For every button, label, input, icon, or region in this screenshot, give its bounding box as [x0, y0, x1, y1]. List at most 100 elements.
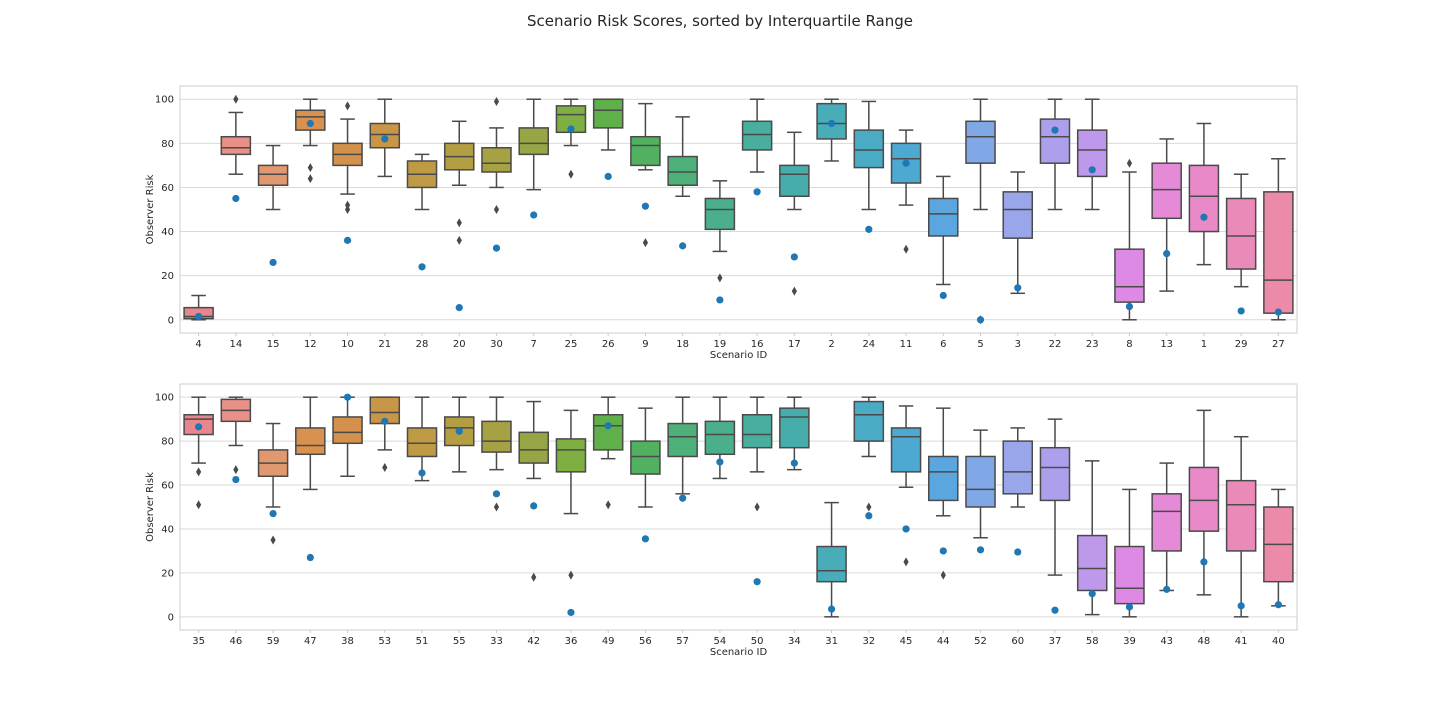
mean-point — [641, 202, 650, 210]
x-tick-label: 8 — [1126, 339, 1132, 350]
y-tick-label: 100 — [155, 393, 174, 404]
box-scenario-32 — [853, 396, 885, 520]
box-scenario-28 — [406, 153, 438, 271]
mean-point — [1237, 307, 1245, 315]
outlier-point — [456, 218, 462, 228]
x-tick-label: 29 — [1235, 339, 1248, 350]
box-scenario-37 — [1039, 418, 1071, 614]
box-iqr — [667, 422, 698, 458]
outlier-point — [717, 273, 723, 283]
x-tick-label: 34 — [788, 636, 801, 647]
mean-point — [269, 509, 277, 518]
box-scenario-6 — [928, 175, 959, 300]
box-scenario-4 — [183, 294, 214, 321]
box-scenario-17 — [779, 131, 810, 296]
x-tick-label: 23 — [1086, 339, 1099, 350]
mean-point — [1200, 558, 1208, 566]
y-tick-label: 40 — [161, 524, 174, 535]
box-iqr — [257, 164, 289, 186]
mean-point — [195, 423, 203, 431]
mean-point — [641, 535, 650, 543]
y-tick-label: 60 — [161, 481, 174, 492]
y-axis-label: Observer Risk — [145, 472, 156, 542]
box-scenario-57 — [667, 396, 698, 502]
mean-point — [902, 525, 910, 533]
box-scenario-26 — [592, 98, 624, 181]
box-scenario-34 — [779, 396, 810, 471]
mean-point — [1163, 250, 1171, 258]
mean-point — [753, 188, 761, 196]
box-scenario-46 — [220, 396, 252, 484]
outlier-point — [754, 502, 760, 512]
box-scenario-49 — [592, 396, 624, 510]
mean-point — [306, 119, 314, 128]
box-iqr — [518, 431, 549, 464]
mean-point — [269, 258, 277, 267]
box-iqr — [1039, 446, 1071, 502]
x-tick-label: 15 — [267, 339, 280, 350]
mean-point — [567, 608, 575, 617]
box-scenario-43 — [1151, 462, 1182, 593]
mean-point — [865, 512, 873, 520]
outlier-point — [568, 169, 574, 179]
mean-point — [306, 553, 314, 562]
outlier-point — [791, 286, 797, 296]
box-scenario-9 — [630, 102, 661, 248]
outlier-point — [307, 163, 313, 173]
x-tick-label: 42 — [527, 636, 540, 647]
box-scenario-19 — [704, 180, 736, 304]
mean-point — [567, 125, 575, 133]
box-scenario-7 — [518, 98, 549, 219]
mean-point — [1274, 601, 1282, 609]
box-scenario-51 — [406, 396, 438, 482]
box-iqr — [853, 400, 885, 442]
box-scenario-18 — [667, 116, 698, 250]
box-iqr — [630, 135, 661, 167]
box-scenario-36 — [555, 409, 587, 617]
box-scenario-44 — [928, 407, 959, 580]
box-scenario-25 — [555, 98, 587, 179]
x-tick-label: 54 — [714, 636, 727, 647]
x-tick-label: 50 — [751, 636, 764, 647]
box-iqr — [443, 416, 475, 447]
x-tick-label: 3 — [1015, 339, 1021, 350]
box-scenario-41 — [1225, 435, 1257, 618]
mean-point — [418, 469, 426, 477]
x-tick-label: 38 — [341, 636, 354, 647]
box-scenario-38 — [332, 393, 363, 477]
x-tick-label: 31 — [825, 636, 838, 647]
x-tick-label: 58 — [1086, 636, 1099, 647]
box-iqr — [1114, 248, 1145, 303]
box-iqr — [220, 135, 252, 156]
box-scenario-52 — [965, 429, 996, 554]
x-tick-label: 35 — [192, 636, 205, 647]
x-tick-label: 36 — [565, 636, 578, 647]
mean-point — [530, 502, 538, 510]
x-tick-label: 26 — [602, 339, 615, 350]
mean-point — [1088, 590, 1096, 598]
x-tick-label: 2 — [828, 339, 834, 350]
mean-point — [1200, 213, 1208, 221]
box-iqr — [592, 414, 624, 451]
box-iqr — [1263, 191, 1294, 314]
x-tick-label: 6 — [940, 339, 946, 350]
x-tick-label: 12 — [304, 339, 317, 350]
box-scenario-23 — [1076, 98, 1108, 211]
box-iqr — [406, 427, 438, 458]
outlier-point — [940, 570, 946, 580]
mean-point — [381, 417, 389, 425]
mean-point — [604, 172, 612, 181]
x-axis-label: Scenario ID — [710, 350, 768, 361]
x-tick-label: 16 — [751, 339, 764, 350]
mean-point — [679, 242, 687, 250]
mean-point — [1014, 548, 1022, 556]
x-tick-label: 10 — [341, 339, 354, 350]
outlier-point — [233, 94, 239, 104]
mean-point — [716, 296, 724, 304]
y-tick-label: 20 — [161, 568, 174, 579]
mean-point — [343, 236, 352, 244]
box-scenario-21 — [369, 98, 401, 178]
x-tick-label: 24 — [862, 339, 875, 350]
plot-frame — [179, 85, 1298, 334]
